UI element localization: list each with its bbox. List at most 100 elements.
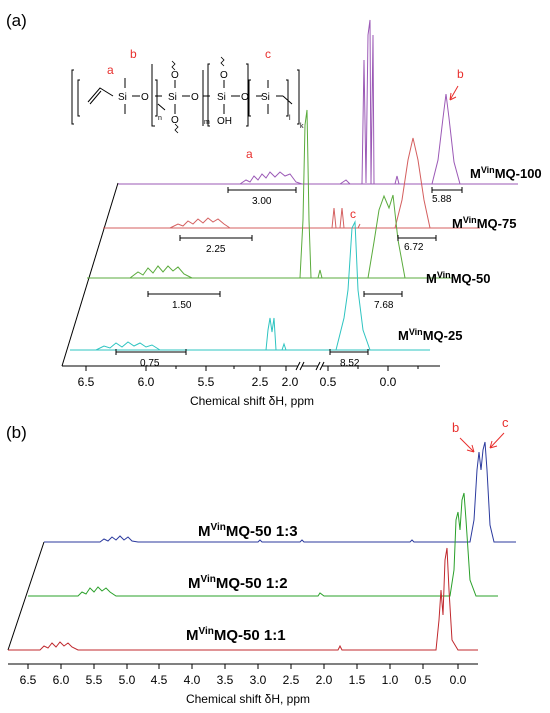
x-tick-label: 6.0 xyxy=(53,673,70,687)
si-label-1: Si xyxy=(118,92,127,103)
x-tick-label: 6.5 xyxy=(78,375,95,389)
o-label-1: O xyxy=(141,92,149,103)
x-tick-label: 3.0 xyxy=(250,673,267,687)
subscript-n: n xyxy=(158,115,162,122)
x-tick-labels-a: 6.5 6.0 5.5 2.5 2.0 0.5 0.0 xyxy=(78,375,397,389)
baselines-a xyxy=(70,183,518,351)
integral-bar-a-25 xyxy=(115,349,187,355)
peak-b-arrow xyxy=(449,85,459,101)
vinyl-double-bond xyxy=(89,90,102,105)
chemical-structure xyxy=(71,56,300,134)
x-tick-label: 5.5 xyxy=(86,673,103,687)
x-axis-b xyxy=(8,663,478,669)
o-label-6: O xyxy=(241,92,249,103)
x-tick-label: 0.5 xyxy=(415,673,432,687)
panel-b-label: (b) xyxy=(6,423,27,442)
integral-bar-b-100 xyxy=(431,187,463,193)
subscript-k: k xyxy=(300,123,304,130)
spectrum-MVinMQ-50-1-3 xyxy=(44,441,516,543)
si-label-3: Si xyxy=(217,92,226,103)
series-label-1-2: MVinMQ-50 1:2 xyxy=(188,574,288,592)
spectrum-MVinMQ-50-1-2 xyxy=(28,492,498,597)
x-tick-label: 0.0 xyxy=(380,375,397,389)
integral-value: 8.52 xyxy=(340,358,360,369)
subscript-m: m xyxy=(204,119,210,126)
peak-label-c: c xyxy=(502,415,509,430)
spectrum-MVinMQ-75 xyxy=(169,137,431,229)
series-labels-a: MVinMQ-100 MVinMQ-75 MVinMQ-50 MVinMQ-25 xyxy=(398,165,542,343)
x-ticks-a xyxy=(85,366,419,371)
peak-label-c: c xyxy=(350,207,356,221)
x-tick-label: 3.5 xyxy=(217,673,234,687)
integral-bar-a-100 xyxy=(227,187,297,193)
o-label-4: O xyxy=(171,115,179,126)
x-axis-label-a: Chemical shift δH, ppm xyxy=(190,394,314,408)
spectrum-MVinMQ-50-1-1 xyxy=(8,547,478,651)
integral-bar-b-50 xyxy=(363,291,403,297)
x-tick-label: 2.0 xyxy=(316,673,333,687)
x-tick-label: 1.5 xyxy=(349,673,366,687)
spectrum-MVinMQ-100 xyxy=(239,19,461,185)
integral-value: 5.88 xyxy=(432,194,452,205)
x-tick-label: 5.5 xyxy=(198,375,215,389)
x-tick-label: 2.5 xyxy=(283,673,300,687)
peak-labels-b: b c xyxy=(452,415,509,435)
x-tick-label: 2.5 xyxy=(252,375,269,389)
integral-value: 3.00 xyxy=(252,196,272,207)
integral-bar-a-50 xyxy=(147,291,221,297)
integral-value: 0.75 xyxy=(140,358,160,369)
x-tick-label: 0.5 xyxy=(320,375,337,389)
peak-label-b: b xyxy=(457,67,464,81)
x-tick-label: 5.0 xyxy=(119,673,136,687)
subscript-l: l xyxy=(289,115,291,122)
integrals-a xyxy=(115,187,463,355)
x-tick-label: 0.0 xyxy=(450,673,467,687)
x-tick-label: 4.5 xyxy=(151,673,168,687)
x-tick-label: 1.0 xyxy=(382,673,399,687)
o-label-5: O xyxy=(220,70,228,81)
series-label-MVinMQ-25: MVinMQ-25 xyxy=(398,327,462,343)
x-axis-a xyxy=(62,361,440,371)
spectrum-MVinMQ-50 xyxy=(129,109,406,279)
o-label-3: O xyxy=(171,70,179,81)
integral-bar-a-75 xyxy=(179,235,253,241)
axis-break xyxy=(295,361,325,371)
vinyl-bond xyxy=(87,87,114,103)
si-label-4: Si xyxy=(261,92,270,103)
x-tick-label: 6.5 xyxy=(20,673,37,687)
integral-value: 7.68 xyxy=(374,300,394,311)
si-label-2: Si xyxy=(168,92,177,103)
x-ticks-b xyxy=(27,664,459,669)
site-label-b: b xyxy=(130,47,137,61)
spectrum-MVinMQ-25 xyxy=(95,220,371,351)
structure-text: Si O Si O O O Si O O OH Si n m l k xyxy=(118,70,304,130)
spectra-a xyxy=(95,19,461,351)
x-tick-label: 6.0 xyxy=(138,375,155,389)
peak-labels-a: a b c xyxy=(246,67,464,221)
site-label-a: a xyxy=(107,63,114,77)
peak-b-arrow xyxy=(459,437,475,453)
x-tick-label: 2.0 xyxy=(282,375,299,389)
spectra-b xyxy=(8,441,516,651)
series-label-1-1: MVinMQ-50 1:1 xyxy=(186,626,286,644)
peak-label-b: b xyxy=(452,420,459,435)
integral-value: 1.50 xyxy=(172,300,192,311)
x-tick-label: 4.0 xyxy=(184,673,201,687)
series-label-MVinMQ-75: MVinMQ-75 xyxy=(452,215,516,231)
perspective-line-b xyxy=(7,541,45,651)
o-label-2: O xyxy=(191,92,199,103)
integral-value: 2.25 xyxy=(206,244,226,255)
integral-value: 6.72 xyxy=(404,242,424,253)
peak-c-arrow xyxy=(489,432,505,449)
oh-label: OH xyxy=(217,116,232,127)
integral-bar-b-75 xyxy=(397,235,437,241)
perspective-line-a xyxy=(61,182,119,367)
x-tick-labels-b: 6.5 6.0 5.5 5.0 4.5 4.0 3.5 3.0 2.5 2.0 … xyxy=(20,673,467,687)
panel-a: (a) xyxy=(6,11,542,408)
series-label-MVinMQ-100: MVinMQ-100 xyxy=(470,165,542,181)
series-labels-b: MVinMQ-50 1:3 MVinMQ-50 1:2 MVinMQ-50 1:… xyxy=(186,522,298,644)
x-axis-label-b: Chemical shift δH, ppm xyxy=(186,692,310,706)
panel-b: (b) b c MVinMQ-50 1:3 MVinMQ-50 1:2 MVin… xyxy=(6,415,516,706)
site-label-c: c xyxy=(265,47,271,61)
